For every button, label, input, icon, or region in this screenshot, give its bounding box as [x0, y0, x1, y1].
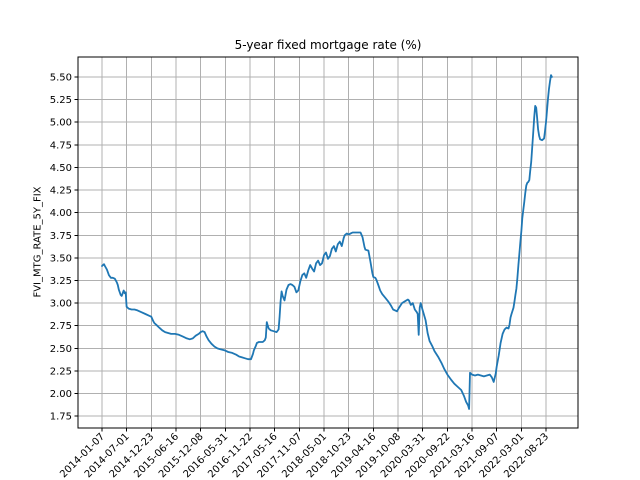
y-tick-label: 1.75: [50, 412, 72, 423]
y-tick-label: 3.50: [50, 253, 72, 264]
grid-lines: [78, 57, 578, 428]
y-tick-label: 4.50: [50, 163, 72, 174]
y-tick-label: 3.00: [50, 299, 72, 310]
y-tick-label: 5.50: [50, 72, 72, 83]
y-tick-label: 2.50: [50, 344, 72, 355]
y-tick-label: 2.25: [50, 367, 72, 378]
y-tick-label: 2.75: [50, 321, 72, 332]
y-tick-label: 2.00: [50, 389, 72, 400]
y-tick-label: 4.25: [50, 186, 72, 197]
y-tick-label: 4.00: [50, 208, 72, 219]
y-tick-label: 3.25: [50, 276, 72, 287]
y-tick-label: 3.75: [50, 231, 72, 242]
chart-title: 5-year fixed mortgage rate (%): [234, 38, 422, 52]
rate-line-series: [101, 74, 553, 410]
axes-frame: [77, 56, 579, 429]
y-tick-label: 5.00: [50, 118, 72, 129]
x-tick-labels: 2014-01-072014-07-012014-12-232015-06-16…: [58, 431, 551, 480]
y-tick-label: 4.75: [50, 140, 72, 151]
y-tick-labels: 1.75 2.00 2.25 2.50 2.75 3.00 3.25 3.50 3.75 4.00…: [50, 72, 72, 422]
tick-marks: [74, 76, 547, 432]
y-tick-label: 5.25: [50, 95, 72, 106]
